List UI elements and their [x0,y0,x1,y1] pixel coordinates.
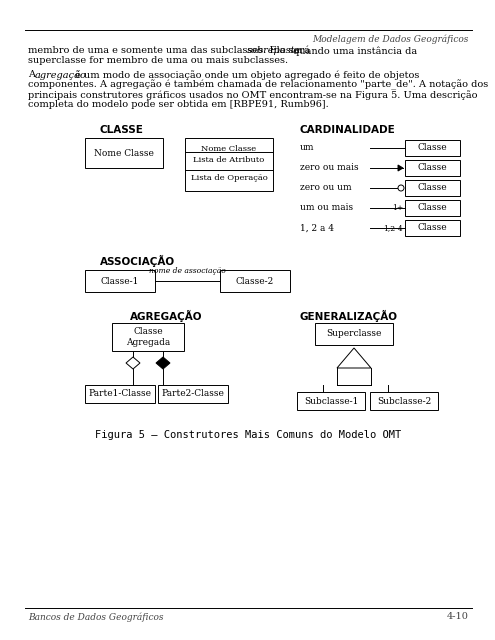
Bar [185,138,273,191]
Circle shape [398,185,404,191]
Text: Modelagem de Dados Geográficos: Modelagem de Dados Geográficos [313,34,469,44]
Text: A: A [28,70,38,79]
Text: principais construtores gráficos usados no OMT encontram-se na Figura 5. Uma des: principais construtores gráficos usados … [28,90,478,100]
Text: 1+: 1+ [392,204,403,212]
Bar [405,160,460,176]
Text: Classe: Classe [418,163,447,173]
Text: superclasse for membro de uma ou mais subclasses.: superclasse for membro de uma ou mais su… [28,56,288,65]
Text: zero ou um: zero ou um [300,184,351,193]
Bar [85,270,155,292]
Text: componentes. A agregação é também chamada de relacionamento "parte_de". A notaçã: componentes. A agregação é também chamad… [28,80,488,90]
Text: Classe: Classe [418,143,447,152]
Polygon shape [398,165,403,171]
Text: ASSOCIAÇÃO: ASSOCIAÇÃO [100,255,175,267]
Bar [158,385,228,403]
Text: 4-10: 4-10 [447,612,469,621]
Text: membro de uma e somente uma das subclasses. Ela será: membro de uma e somente uma das subclass… [28,46,313,55]
Text: Classe-2: Classe-2 [236,276,274,285]
Text: Superclasse: Superclasse [326,330,382,339]
Bar [85,385,155,403]
Text: CLASSE: CLASSE [100,125,144,135]
Bar [315,323,393,345]
Text: Classe: Classe [418,184,447,193]
Text: GENERALIZAÇÃO: GENERALIZAÇÃO [300,310,398,322]
Text: Parte1-Classe: Parte1-Classe [89,390,151,399]
Bar [85,138,163,168]
Text: Lista de Atributo: Lista de Atributo [194,156,265,164]
Text: Nome Classe: Nome Classe [201,145,256,153]
Text: Figura 5 – Construtores Mais Comuns do Modelo OMT: Figura 5 – Construtores Mais Comuns do M… [95,430,401,440]
Text: 1,2-4: 1,2-4 [383,224,403,232]
Bar [405,140,460,156]
Polygon shape [126,357,140,369]
Text: nome de associação: nome de associação [148,267,225,275]
Text: Subclasse-1: Subclasse-1 [304,397,358,406]
Text: Bancos de Dados Geográficos: Bancos de Dados Geográficos [28,612,163,621]
Bar [370,392,438,410]
Text: CARDINALIDADE: CARDINALIDADE [300,125,396,135]
Bar [405,180,460,196]
Bar [405,220,460,236]
Bar [220,270,290,292]
Text: completa do modelo pode ser obtida em [RBPE91, Rumb96].: completa do modelo pode ser obtida em [R… [28,100,329,109]
Bar [405,200,460,216]
Polygon shape [156,357,170,369]
Text: Parte2-Classe: Parte2-Classe [161,390,224,399]
Text: Nome Classe: Nome Classe [94,148,154,157]
Text: Classe
Agregada: Classe Agregada [126,327,170,347]
Text: AGREGAÇÃO: AGREGAÇÃO [130,310,202,322]
Text: 1, 2 a 4: 1, 2 a 4 [300,223,334,232]
Text: quando uma instância da: quando uma instância da [290,46,417,56]
Bar [297,392,365,410]
Text: um: um [300,143,314,152]
Text: um ou mais: um ou mais [300,204,353,212]
Text: Lista de Operação: Lista de Operação [191,174,267,182]
Text: Classe: Classe [418,204,447,212]
Text: é um modo de associação onde um objeto agregado é feito de objetos: é um modo de associação onde um objeto a… [72,70,419,80]
Text: zero ou mais: zero ou mais [300,163,358,173]
Text: Classe-1: Classe-1 [101,276,139,285]
Text: Subclasse-2: Subclasse-2 [377,397,431,406]
Polygon shape [337,348,371,368]
Bar [112,323,184,351]
Text: agregação: agregação [35,70,87,80]
Text: Classe: Classe [418,223,447,232]
Text: sobreposta: sobreposta [247,46,301,55]
